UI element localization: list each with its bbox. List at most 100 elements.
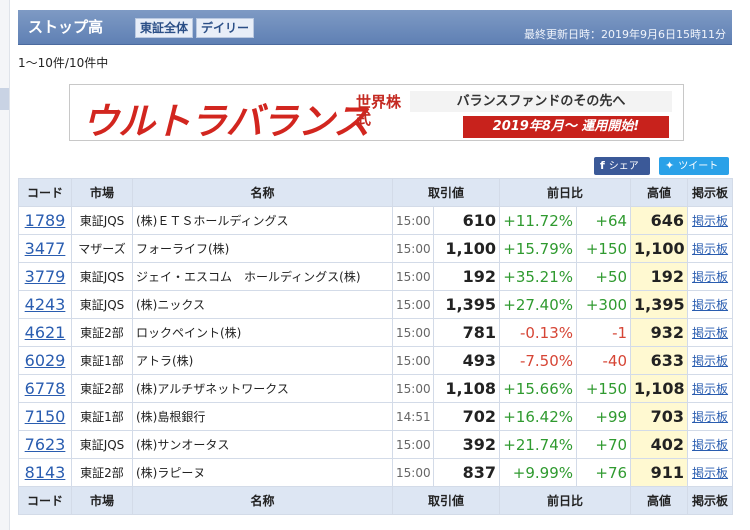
stock-code-link[interactable]: 1789: [24, 211, 66, 230]
board-link[interactable]: 掲示板: [692, 354, 729, 368]
table-row: 3477 マザーズ フォーライフ(株) 15:00 1,100 +15.79% +150 1,…: [18, 234, 734, 263]
company-name-cell: (株)島根銀行: [132, 402, 393, 431]
change-amount-cell: +70: [576, 430, 632, 459]
col-board: 掲示板: [687, 178, 734, 207]
change-amount-cell: +99: [576, 402, 632, 431]
ad-banner[interactable]: ウルトラバランス 世界株式 バランスファンドのその先へ 2019年8月〜 運用開…: [69, 84, 684, 141]
banner-brand: ウルトラバランス: [82, 100, 370, 141]
stock-code-link[interactable]: 8143: [24, 463, 66, 482]
high-price-cell: 646: [630, 206, 689, 235]
table-row: 3779 東証JQS ジェイ・エスコム ホールディングス(株) 15:00 192 +35…: [18, 262, 734, 291]
stock-code-link[interactable]: 4243: [24, 295, 66, 314]
trade-time-cell: 15:00: [392, 430, 434, 459]
change-percent-cell: +15.66%: [499, 374, 578, 403]
price-cell: 1,100: [432, 234, 501, 263]
trade-time-cell: 15:00: [392, 318, 434, 347]
change-amount-cell: +300: [576, 290, 632, 319]
market-cell: 東証JQS: [71, 262, 133, 291]
col-high: 高値: [630, 178, 689, 207]
stock-code-cell: 7150: [18, 402, 72, 431]
table-row: 4621 東証2部 ロックペイント(株) 15:00 781 -0.13% -1 932 掲示板: [18, 318, 734, 347]
board-link[interactable]: 掲示板: [692, 326, 729, 340]
stock-code-link[interactable]: 6029: [24, 351, 66, 370]
change-amount-cell: -40: [576, 346, 632, 375]
board-link[interactable]: 掲示板: [692, 438, 729, 452]
board-cell: 掲示板: [687, 458, 734, 487]
ranking-header: ストップ高 東証全体 デイリー 最終更新日時：2019年9月6日15時11分: [18, 10, 732, 45]
board-cell: 掲示板: [687, 206, 734, 235]
board-link[interactable]: 掲示板: [692, 298, 729, 312]
col-code: コード: [18, 178, 72, 207]
table-row: 6778 東証2部 (株)アルチザネットワークス 15:00 1,108 +15.66% +…: [18, 374, 734, 403]
col-market: 市場: [71, 178, 133, 207]
banner-launch: 2019年8月〜 運用開始!: [463, 116, 669, 138]
trade-time-cell: 15:00: [392, 346, 434, 375]
stock-code-link[interactable]: 4621: [24, 323, 66, 342]
left-rail: [0, 0, 10, 530]
board-cell: 掲示板: [687, 290, 734, 319]
market-filter-chip[interactable]: 東証全体: [135, 18, 194, 38]
board-link[interactable]: 掲示板: [692, 466, 729, 480]
market-cell: 東証JQS: [71, 206, 133, 235]
change-percent-cell: +27.40%: [499, 290, 578, 319]
company-name-cell: アトラ(株): [132, 346, 393, 375]
stock-code-link[interactable]: 6778: [24, 379, 66, 398]
stock-code-cell: 4243: [18, 290, 72, 319]
stock-code-cell: 3477: [18, 234, 72, 263]
col-name: 名称: [132, 486, 393, 515]
table-row: 8143 東証2部 (株)ラピーヌ 15:00 837 +9.99% +76 911 掲示板: [18, 458, 734, 487]
market-cell: 東証JQS: [71, 290, 133, 319]
board-link[interactable]: 掲示板: [692, 270, 729, 284]
change-amount-cell: +64: [576, 206, 632, 235]
price-cell: 392: [432, 430, 501, 459]
board-link[interactable]: 掲示板: [692, 242, 729, 256]
trade-time-cell: 15:00: [392, 458, 434, 487]
col-board: 掲示板: [687, 486, 734, 515]
company-name-cell: (株)アルチザネットワークス: [132, 374, 393, 403]
col-price: 取引値: [391, 486, 501, 515]
change-percent-cell: +16.42%: [499, 402, 578, 431]
company-name-cell: (株)ニックス: [132, 290, 393, 319]
result-count: 1〜10件/10件中: [18, 56, 109, 70]
twitter-share-button[interactable]: ✦ ツイート: [659, 157, 729, 175]
board-cell: 掲示板: [687, 262, 734, 291]
table-row: 4243 東証JQS (株)ニックス 15:00 1,395 +27.40% +300 1,3…: [18, 290, 734, 319]
change-amount-cell: +150: [576, 234, 632, 263]
trade-time-cell: 15:00: [392, 374, 434, 403]
board-link[interactable]: 掲示板: [692, 382, 729, 396]
high-price-cell: 633: [630, 346, 689, 375]
trade-time-cell: 14:51: [392, 402, 434, 431]
change-amount-cell: +50: [576, 262, 632, 291]
board-link[interactable]: 掲示板: [692, 214, 729, 228]
stock-code-link[interactable]: 7150: [24, 407, 66, 426]
company-name-cell: (株)ラピーヌ: [132, 458, 393, 487]
trade-time-cell: 15:00: [392, 234, 434, 263]
stock-code-cell: 6029: [18, 346, 72, 375]
twitter-bird-icon: ✦: [665, 159, 675, 172]
table-row: 7150 東証1部 (株)島根銀行 14:51 702 +16.42% +99 703 掲示板: [18, 402, 734, 431]
company-name-cell: (株)ＥＴＳホールディングス: [132, 206, 393, 235]
market-cell: マザーズ: [71, 234, 133, 263]
page-title: ストップ高: [28, 18, 104, 36]
high-price-cell: 911: [630, 458, 689, 487]
company-name-cell: (株)サンオータス: [132, 430, 393, 459]
col-change: 前日比: [499, 486, 632, 515]
price-cell: 702: [432, 402, 501, 431]
change-percent-cell: -0.13%: [499, 318, 578, 347]
stock-code-link[interactable]: 3477: [24, 239, 66, 258]
company-name-cell: フォーライフ(株): [132, 234, 393, 263]
facebook-icon: f: [600, 159, 605, 172]
price-cell: 781: [432, 318, 501, 347]
stock-code-cell: 4621: [18, 318, 72, 347]
stock-code-link[interactable]: 3779: [24, 267, 66, 286]
high-price-cell: 703: [630, 402, 689, 431]
facebook-share-button[interactable]: f シェア: [594, 157, 650, 175]
price-cell: 610: [432, 206, 501, 235]
period-filter-chip[interactable]: デイリー: [196, 18, 255, 38]
col-price: 取引値: [391, 178, 501, 207]
board-link[interactable]: 掲示板: [692, 410, 729, 424]
table-row: 6029 東証1部 アトラ(株) 15:00 493 -7.50% -40 633 掲示板: [18, 346, 734, 375]
stock-code-link[interactable]: 7623: [24, 435, 66, 454]
banner-sub: 世界株式: [356, 93, 402, 128]
market-cell: 東証2部: [71, 318, 133, 347]
